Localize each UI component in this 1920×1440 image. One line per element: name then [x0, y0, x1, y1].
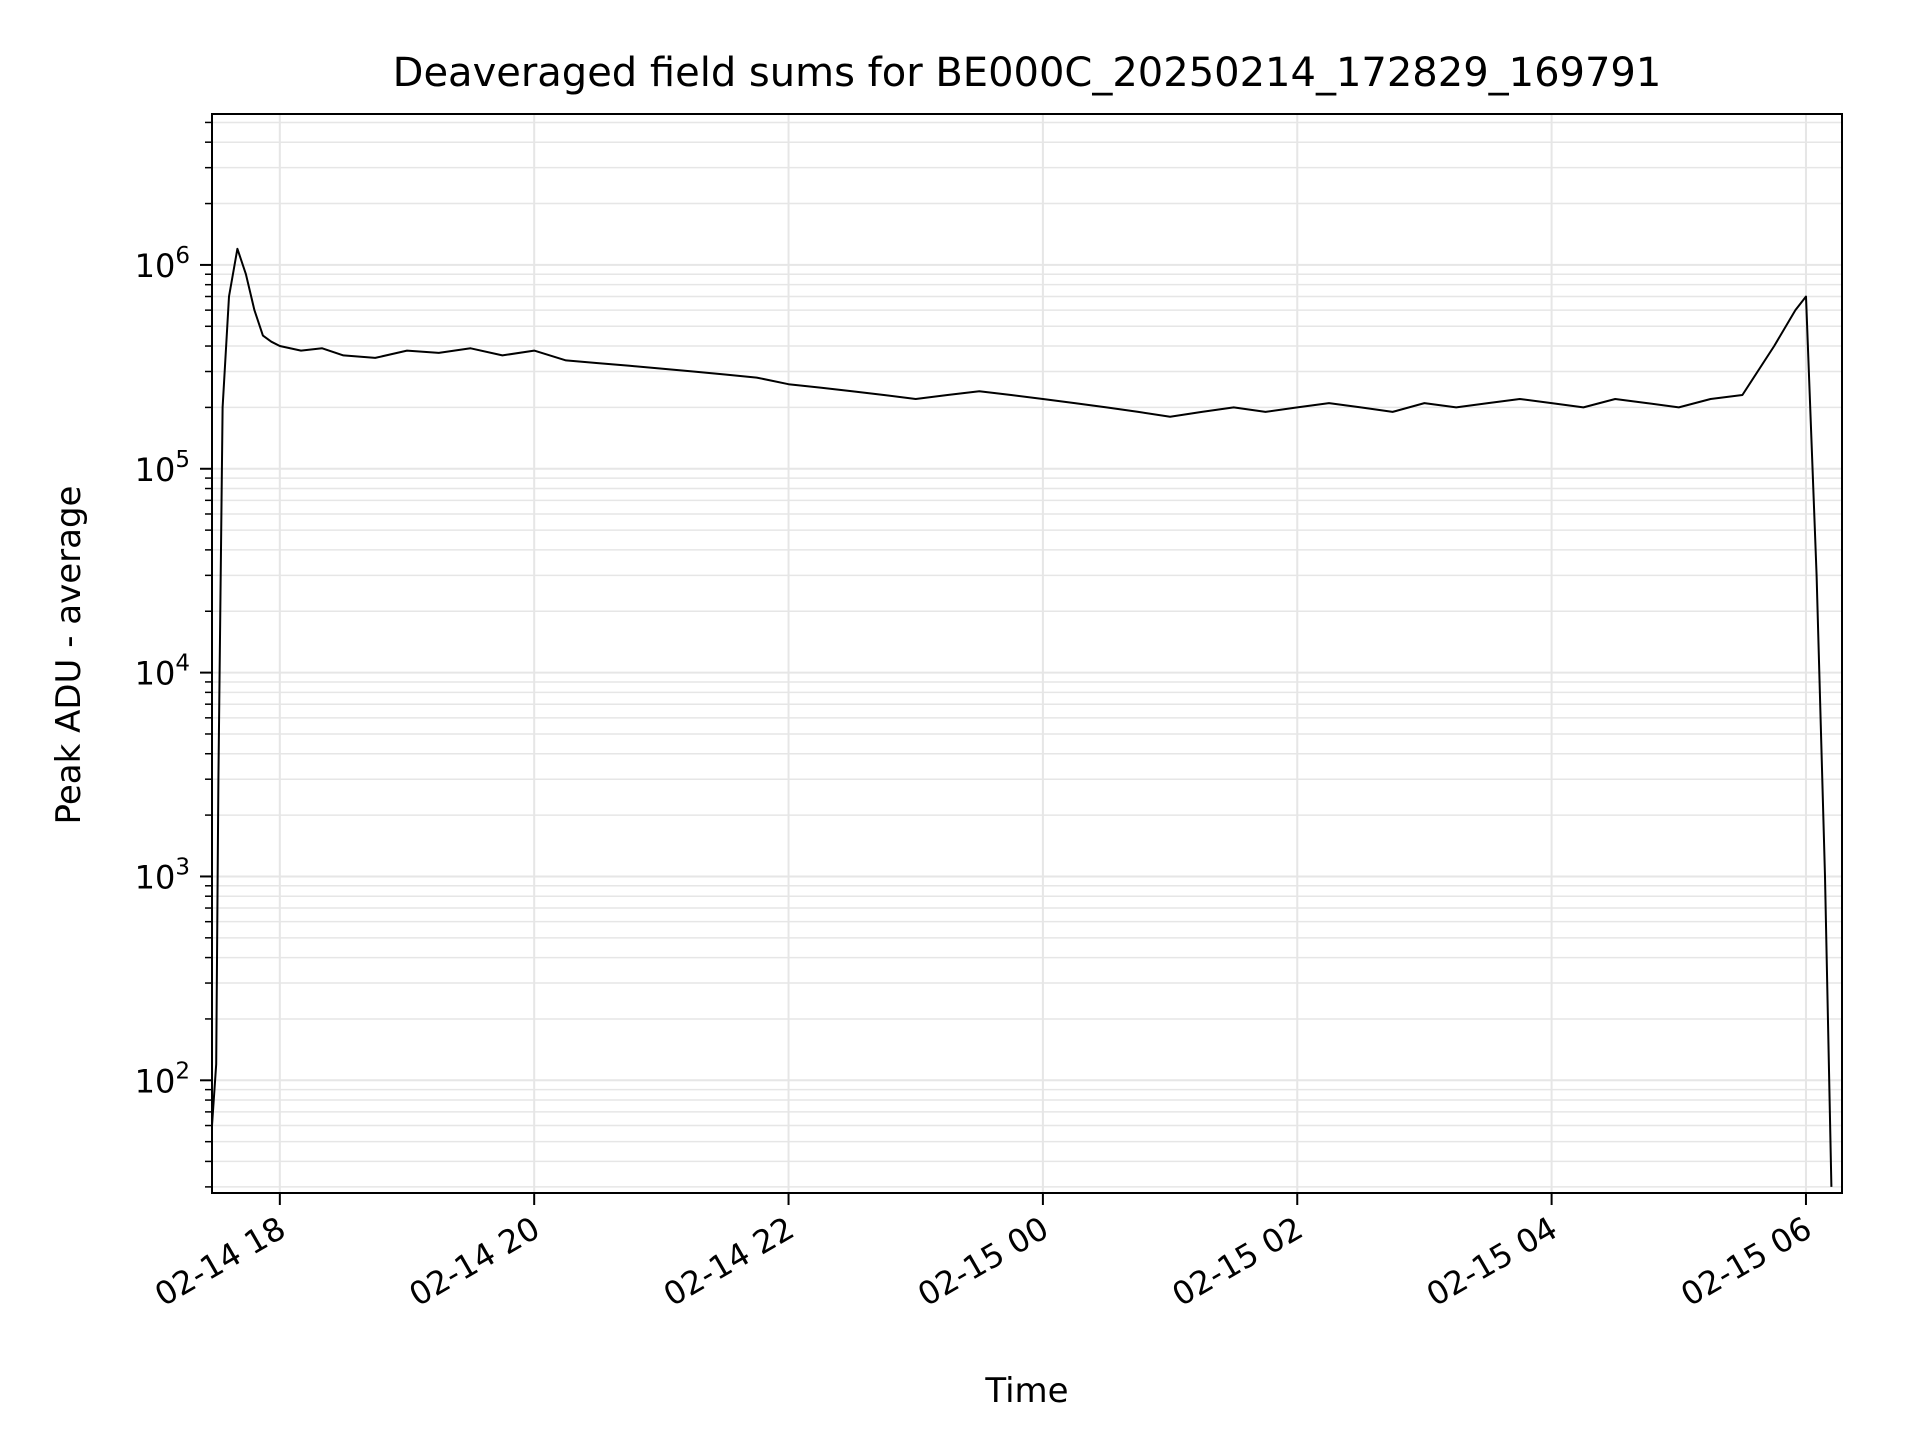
data-line	[211, 247, 1833, 1187]
y-tick-label: 105	[135, 447, 190, 489]
y-tick-label: 102	[135, 1058, 190, 1100]
x-axis-label: Time	[984, 1371, 1068, 1411]
chart-title: Deaveraged field sums for BE000C_2025021…	[393, 50, 1662, 96]
plot-area	[211, 247, 1833, 1187]
y-axis-label: Peak ADU - average	[49, 486, 89, 825]
axes-frame	[211, 113, 1843, 1194]
y-tick-label: 104	[135, 651, 190, 693]
y-tick-label: 103	[135, 854, 190, 896]
y-tick-label: 106	[135, 243, 190, 285]
grid	[212, 114, 1842, 1193]
